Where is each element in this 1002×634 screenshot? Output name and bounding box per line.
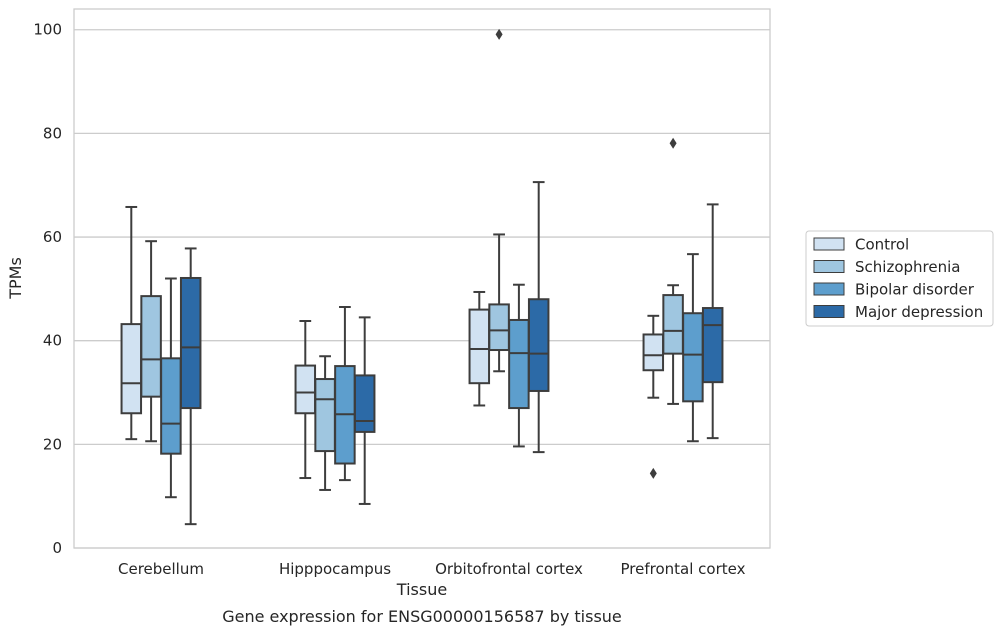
box-bipolar-disorder [160, 277, 182, 499]
x-tick-label: Prefrontal cortex [621, 560, 746, 578]
box-iqr [662, 294, 684, 355]
box-iqr [179, 276, 202, 410]
legend-label: Major depression [855, 303, 983, 321]
box-iqr [314, 378, 336, 453]
x-tick-label: Cerebellum [118, 560, 204, 578]
y-tick-label: 100 [33, 21, 62, 39]
x-axis-title: Tissue [396, 580, 447, 599]
box-major-depression [527, 181, 550, 454]
y-tick-label: 0 [52, 539, 62, 557]
box-iqr [160, 357, 182, 455]
box-iqr [120, 323, 143, 415]
y-tick-label: 40 [43, 332, 62, 350]
outlier-point [649, 467, 657, 479]
box-iqr [701, 307, 724, 384]
box-bipolar-disorder [334, 306, 356, 482]
y-tick-label: 60 [43, 228, 62, 246]
x-axis-ticks: Cerebellum Hipppocampus Orbitofrontal cort… [118, 560, 746, 578]
legend-swatch [813, 305, 845, 318]
legend-label: Bipolar disorder [855, 281, 975, 299]
box-iqr [488, 303, 510, 352]
box-major-depression [353, 316, 376, 505]
box-iqr [353, 374, 376, 433]
grid-lines [74, 29, 770, 549]
y-axis-ticks: 0 20 40 60 80 100 [33, 21, 62, 557]
legend: Control Schizophrenia Bipolar disorder Majo… [805, 230, 994, 327]
box-major-depression [179, 247, 202, 526]
x-tick-label: Orbitofrontal cortex [435, 560, 583, 578]
outlier-point [495, 28, 503, 40]
box-iqr [682, 312, 704, 403]
box-control [468, 290, 491, 407]
legend-frame [805, 230, 994, 327]
chart-caption: Gene expression for ENSG00000156587 by t… [222, 607, 622, 626]
y-tick-label: 80 [43, 124, 62, 142]
box-bipolar-disorder [508, 283, 530, 448]
outlier-point [669, 137, 677, 149]
plot-area-frame [73, 8, 771, 549]
box-schizophrenia [488, 28, 510, 373]
box-iqr [140, 295, 162, 398]
legend-label: Schizophrenia [855, 258, 960, 276]
box-control [120, 205, 143, 441]
legend-swatch [813, 237, 845, 251]
box-iqr [642, 333, 665, 372]
legend-swatch [813, 260, 845, 273]
box-iqr [468, 308, 491, 385]
legend-label: Control [855, 236, 909, 254]
box-schizophrenia [140, 240, 162, 443]
y-tick-label: 20 [43, 435, 62, 453]
legend-swatch [813, 282, 845, 296]
box-schizophrenia [662, 137, 684, 405]
box-major-depression [701, 203, 724, 440]
box-control [294, 319, 317, 480]
boxes-layer [120, 28, 724, 526]
box-schizophrenia [314, 355, 336, 491]
box-bipolar-disorder [682, 253, 704, 443]
x-tick-label: Hipppocampus [279, 560, 391, 578]
box-control [642, 314, 665, 479]
box-iqr [508, 318, 530, 410]
box-iqr [294, 364, 317, 415]
y-axis-title: TPMs [6, 257, 25, 300]
box-iqr [527, 298, 550, 392]
